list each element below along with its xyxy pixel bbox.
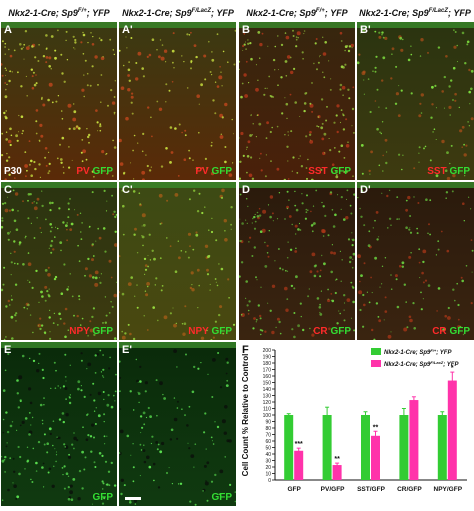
y-tick-label: 200 <box>263 348 272 354</box>
micrograph-texture <box>239 22 355 180</box>
x-tick-label: SST/GFP <box>357 486 385 493</box>
y-tick-label: 110 <box>263 406 271 412</box>
y-tick-label: 120 <box>263 400 272 406</box>
micrograph-texture <box>357 182 474 340</box>
stain-caption: CR GFP <box>313 326 351 337</box>
age-label: P30 <box>4 166 22 177</box>
micrograph-panel-a: A P30 PV GFP <box>1 22 117 180</box>
legend-label: Nkx2-1-Cre; Sp9F/LacZ; YFP <box>384 360 459 368</box>
scale-bar <box>125 497 141 500</box>
micrograph-panel-d-prime: D' CR GFP <box>357 182 474 340</box>
y-tick-label: 10 <box>265 471 271 477</box>
stain-caption: NPY GFP <box>188 326 232 337</box>
y-tick-label: 30 <box>265 458 271 464</box>
panel-label: C <box>4 184 12 196</box>
micrograph-texture <box>119 22 236 180</box>
y-tick-label: 140 <box>263 387 272 393</box>
significance-mark: * <box>451 365 454 372</box>
panel-label: B' <box>360 24 371 36</box>
column-header-1: Nkx2-1-Cre; Sp9F/+; YFP <box>8 8 110 18</box>
column-header-4: Nkx2-1-Cre; Sp9F/LacZ; YFP <box>359 8 471 18</box>
y-axis-label: Cell Count % Relative to Control <box>241 354 250 477</box>
stain-caption: PV GFP <box>76 166 113 177</box>
y-tick-label: 130 <box>263 393 272 399</box>
stain-caption: CR GFP <box>432 326 470 337</box>
y-tick-label: 190 <box>263 354 272 360</box>
micrograph-texture <box>119 182 236 340</box>
panel-label: D <box>242 184 250 196</box>
panel-label: E' <box>122 344 132 356</box>
bar-mutant <box>371 435 380 480</box>
column-header-3: Nkx2-1-Cre; Sp9F/+; YFP <box>246 8 348 18</box>
y-tick-label: 90 <box>265 419 271 425</box>
panel-label: F <box>242 344 249 356</box>
legend-swatch <box>371 348 381 355</box>
x-tick-label: NPY/GFP <box>434 486 463 493</box>
y-tick-label: 70 <box>265 432 271 438</box>
micrograph-texture <box>239 182 355 340</box>
bar-control <box>399 415 409 480</box>
panel-label: A <box>4 24 12 36</box>
y-tick-label: 40 <box>265 452 271 458</box>
micrograph-texture <box>357 22 474 180</box>
micrograph-panel-b: B SST GFP <box>239 22 355 180</box>
bar-mutant <box>409 400 419 480</box>
micrograph-texture <box>119 342 236 506</box>
column-header-2: Nkx2-1-Cre; Sp9F/LacZ; YFP <box>122 8 234 18</box>
y-tick-label: 0 <box>268 478 271 484</box>
panel-label: E <box>4 344 12 356</box>
micrograph-panel-b-prime: B' SST GFP <box>357 22 474 180</box>
y-tick-label: 180 <box>263 361 272 367</box>
micrograph-texture <box>1 22 117 180</box>
bar-chart: Cell Count % Relative to Control 01020304… <box>241 348 467 493</box>
bar-control <box>437 415 447 480</box>
bar-mutant <box>447 380 457 480</box>
micrograph-panel-e-prime: E' GFP <box>119 342 236 506</box>
micrograph-texture <box>1 342 117 506</box>
y-tick-label: 60 <box>265 439 271 445</box>
y-tick-label: 150 <box>263 380 272 386</box>
significance-mark: ** <box>334 456 340 463</box>
panel-label: D' <box>360 184 371 196</box>
panel-label: C' <box>122 184 133 196</box>
bar-control <box>322 415 332 480</box>
bar-chart-panel: F Cell Count % Relative to Control 0 10 20 3… <box>239 342 474 506</box>
legend-swatch <box>371 360 381 367</box>
stain-caption: SST GFP <box>427 166 470 177</box>
y-tick-label: 160 <box>263 374 272 380</box>
y-tick-label: 100 <box>263 413 272 419</box>
bar-control <box>361 415 370 480</box>
micrograph-panel-c-prime: C' NPY GFP <box>119 182 236 340</box>
stain-caption: PV GFP <box>195 166 232 177</box>
micrograph-panel-a-prime: A' PV GFP <box>119 22 236 180</box>
panel-label: A' <box>122 24 133 36</box>
bar-mutant <box>332 465 342 480</box>
y-tick-label: 50 <box>265 445 271 451</box>
panel-label: B <box>242 24 250 36</box>
x-tick-label: GFP <box>288 486 302 493</box>
stain-caption: GFP <box>211 492 232 503</box>
y-tick-label: 20 <box>265 465 271 471</box>
micrograph-panel-c: C NPY GFP <box>1 182 117 340</box>
bar-mutant <box>294 450 304 480</box>
legend-label: Nkx2-1-Cre; Sp9F/+; YFP <box>384 348 452 356</box>
x-tick-label: CR/GFP <box>397 486 422 493</box>
significance-mark: ** <box>373 424 379 431</box>
bar-control <box>284 415 294 480</box>
stain-caption: GFP <box>92 492 113 503</box>
stain-caption: SST GFP <box>308 166 351 177</box>
y-tick-label: 80 <box>265 426 271 432</box>
y-tick-label: 170 <box>263 367 272 373</box>
micrograph-panel-e: E GFP <box>1 342 117 506</box>
micrograph-texture <box>1 182 117 340</box>
stain-caption: NPY GFP <box>69 326 113 337</box>
significance-mark: *** <box>295 441 303 448</box>
micrograph-panel-d: D CR GFP <box>239 182 355 340</box>
x-tick-label: PV/GFP <box>321 486 346 493</box>
